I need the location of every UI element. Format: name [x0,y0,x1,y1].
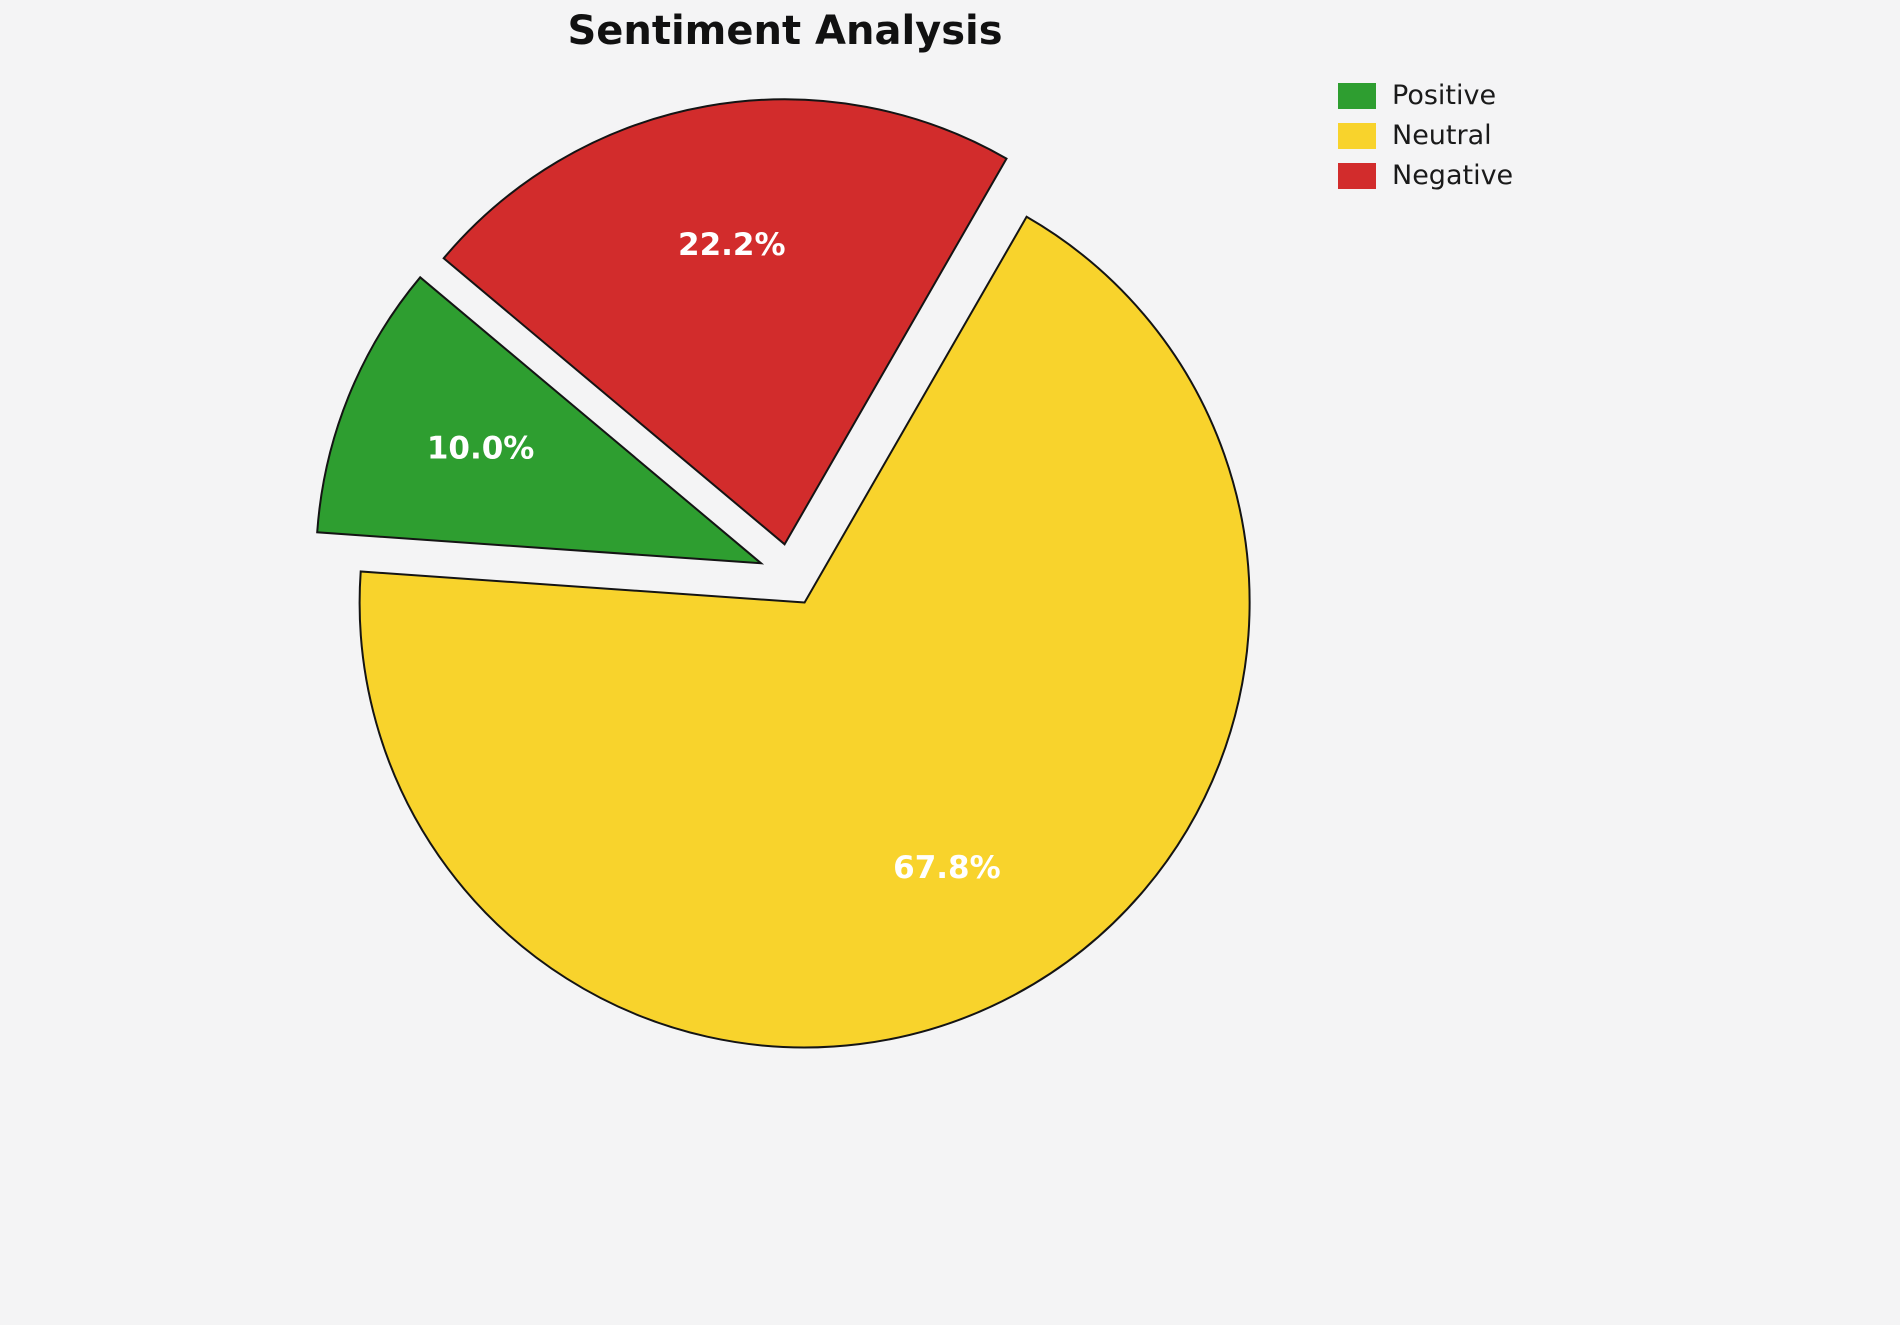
legend-item-neutral: Neutral [1338,122,1513,149]
legend-swatch-positive [1338,82,1376,109]
pie-slice-negative [442,98,1008,546]
legend: Positive Neutral Negative [1338,82,1513,189]
slice-label-neutral: 67.8% [893,850,1001,886]
legend-label-positive: Positive [1392,80,1497,111]
legend-label-neutral: Neutral [1392,120,1492,151]
legend-swatch-neutral [1338,122,1376,149]
legend-item-negative: Negative [1338,162,1513,189]
legend-label-negative: Negative [1392,160,1514,191]
legend-swatch-negative [1338,162,1376,189]
slice-label-negative: 22.2% [678,227,786,263]
chart-title: Sentiment Analysis [567,8,1003,54]
legend-item-positive: Positive [1338,82,1513,109]
pie-slice-neutral [358,215,1251,1049]
slice-label-positive: 10.0% [427,431,535,467]
pie-slice-positive [316,275,765,565]
